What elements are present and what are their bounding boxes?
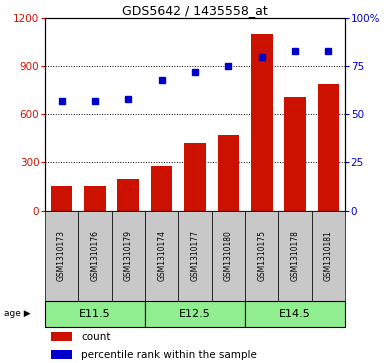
- Bar: [151, 166, 172, 211]
- Bar: [112, 211, 145, 301]
- Bar: [245, 301, 345, 327]
- Bar: [245, 211, 278, 301]
- Text: GSM1310179: GSM1310179: [124, 231, 133, 281]
- Bar: [51, 186, 73, 211]
- Bar: [51, 332, 72, 341]
- Bar: [312, 211, 345, 301]
- Text: E11.5: E11.5: [79, 309, 111, 319]
- Text: age ▶: age ▶: [4, 310, 30, 318]
- Bar: [178, 211, 212, 301]
- Bar: [45, 211, 78, 301]
- Text: E12.5: E12.5: [179, 309, 211, 319]
- Bar: [84, 186, 106, 211]
- Bar: [184, 143, 206, 211]
- Text: percentile rank within the sample: percentile rank within the sample: [81, 350, 257, 360]
- Bar: [284, 97, 306, 211]
- Bar: [278, 211, 312, 301]
- Text: GSM1310177: GSM1310177: [190, 231, 200, 281]
- Bar: [51, 350, 72, 359]
- Bar: [251, 34, 273, 211]
- Bar: [145, 211, 178, 301]
- Text: GSM1310176: GSM1310176: [90, 231, 99, 281]
- Title: GDS5642 / 1435558_at: GDS5642 / 1435558_at: [122, 4, 268, 17]
- Text: GSM1310173: GSM1310173: [57, 231, 66, 281]
- Bar: [317, 84, 339, 211]
- Bar: [218, 135, 239, 211]
- Text: GSM1310174: GSM1310174: [157, 231, 166, 281]
- Bar: [212, 211, 245, 301]
- Text: count: count: [81, 332, 110, 342]
- Text: GSM1310178: GSM1310178: [291, 231, 300, 281]
- Bar: [145, 301, 245, 327]
- Text: E14.5: E14.5: [279, 309, 311, 319]
- Bar: [78, 211, 112, 301]
- Text: GSM1310180: GSM1310180: [224, 231, 233, 281]
- Text: GSM1310175: GSM1310175: [257, 231, 266, 281]
- Text: GSM1310181: GSM1310181: [324, 231, 333, 281]
- Bar: [45, 301, 145, 327]
- Bar: [117, 179, 139, 211]
